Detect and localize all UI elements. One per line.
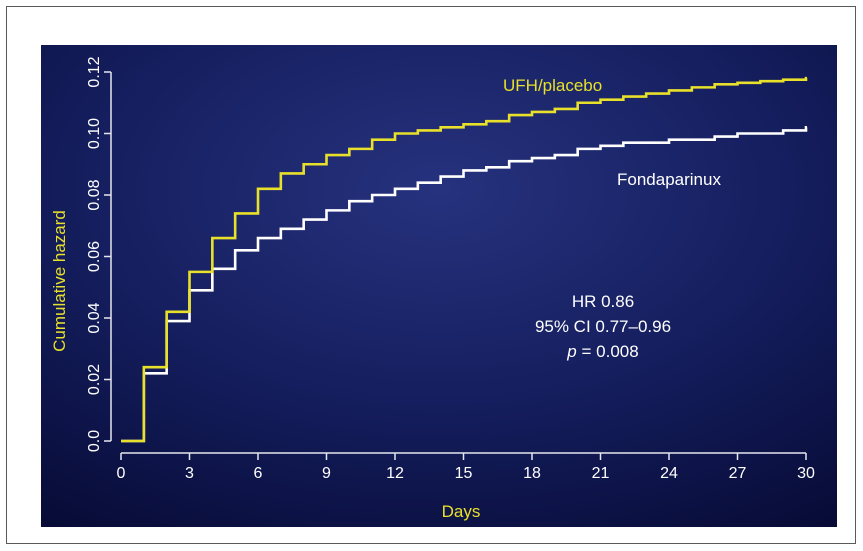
x-tick-label: 9 xyxy=(322,465,331,482)
annotation-confidence-interval: 95% CI 0.77–0.96 xyxy=(535,317,671,336)
chart-panel: 0 3 6 9 12 15 18 21 24 27 30 0.0 0.02 0.04 0.06 0.08 0.1… xyxy=(41,45,837,527)
plot-background xyxy=(41,45,837,527)
series-lines xyxy=(121,76,808,443)
series-label-fondaparinux: Fondaparinux xyxy=(617,170,721,189)
y-tick-label: 0.06 xyxy=(86,241,103,272)
x-tick-label: 24 xyxy=(660,465,678,482)
x-tick-label: 21 xyxy=(592,465,610,482)
series-line-ufh-placebo xyxy=(121,76,808,443)
x-tick-label: 6 xyxy=(254,465,263,482)
x-tick-label: 27 xyxy=(729,465,747,482)
x-axis-label: Days xyxy=(442,502,481,521)
y-tick-label: 0.10 xyxy=(86,118,103,149)
annotation-hazard-ratio: HR 0.86 xyxy=(572,292,634,311)
figure-frame: 0 3 6 9 12 15 18 21 24 27 30 0.0 0.02 0.04 0.06 0.08 0.1… xyxy=(6,6,856,544)
p-value-text: = 0.008 xyxy=(577,342,639,361)
series-label-ufh-placebo: UFH/placebo xyxy=(503,76,602,95)
y-tick-label: 0.08 xyxy=(86,179,103,210)
p-symbol: p xyxy=(566,342,576,361)
y-tick-label: 0.04 xyxy=(86,302,103,333)
y-tick-label: 0.02 xyxy=(86,364,103,395)
tick-marks: 0 3 6 9 12 15 18 21 24 27 30 0.0 0.02 0.04 0.06 0.08 0.1… xyxy=(86,56,815,482)
y-axis-label: Cumulative hazard xyxy=(50,210,69,352)
x-tick-label: 18 xyxy=(523,465,541,482)
y-tick-label: 0.12 xyxy=(86,56,103,87)
annotation-p-value: p = 0.008 xyxy=(566,342,638,361)
x-tick-label: 0 xyxy=(117,465,126,482)
series-line-fondaparinux xyxy=(121,126,808,443)
x-tick-label: 12 xyxy=(386,465,404,482)
x-tick-label: 15 xyxy=(455,465,473,482)
x-tick-label: 30 xyxy=(797,465,815,482)
y-tick-label: 0.0 xyxy=(86,430,103,452)
x-tick-label: 3 xyxy=(185,465,194,482)
